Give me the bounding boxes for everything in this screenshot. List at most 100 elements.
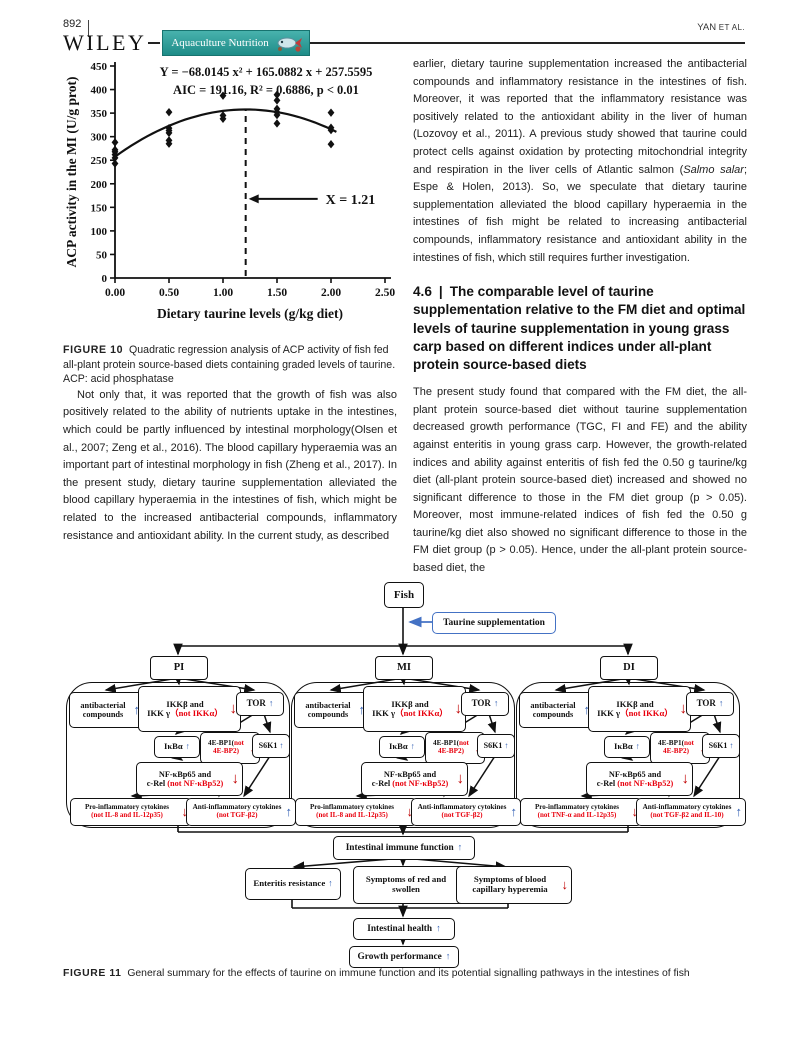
figure11-caption-text: General summary for the effects of tauri… xyxy=(127,968,690,979)
node-label: IKK γ（not IKKα） xyxy=(147,708,223,718)
section-number: 4.6 xyxy=(413,284,432,300)
up-arrow-icon: ↑ xyxy=(133,701,141,717)
svg-text:150: 150 xyxy=(91,202,108,214)
4ebp1-node: 4E-BP1(not 4E-BP2) ↓ xyxy=(650,732,710,764)
svg-text:0.00: 0.00 xyxy=(105,287,125,299)
node-label: compounds xyxy=(532,710,574,719)
branch-mi: MI antibacterial compounds ↑ IKKβ and IK… xyxy=(291,656,521,828)
up-arrow-icon: ↑ xyxy=(735,803,743,819)
svg-text:0.50: 0.50 xyxy=(159,287,179,299)
4ebp1-node: 4E-BP1(not 4E-BP2) ↓ xyxy=(425,732,485,764)
paragraph-text: earlier, dietary taurine supplementation… xyxy=(413,58,747,176)
node-label: 4E-BP1(not xyxy=(208,739,244,748)
node-label: 4E-BP1(not xyxy=(658,739,694,748)
right-column: earlier, dietary taurine supplementation… xyxy=(413,56,747,578)
node-label: 4E-BP2) xyxy=(438,747,464,755)
left-column: 0 50 100 150 200 250 300 350 400 450 0.00 0.50 1.00 1… xyxy=(63,56,397,578)
node-label: (not TGF-β2 and IL-10) xyxy=(650,811,724,819)
svg-text:250: 250 xyxy=(91,155,108,167)
node-label: IκBα xyxy=(614,741,633,752)
node-label: IKKβ and xyxy=(391,698,429,709)
section-separator: | xyxy=(438,284,443,300)
node-label: (not TGF-β2) xyxy=(216,811,258,819)
anti-inflammatory-cytokines-node: Anti-inflammatory cytokines (not TGF-β2)… xyxy=(186,798,296,826)
node-label: NF-κBp65 and xyxy=(608,769,662,779)
antibacterial-compounds-node: antibacterial compounds ↑ xyxy=(69,692,144,728)
right-paragraph-2: The present study found that compared wi… xyxy=(413,386,747,575)
up-arrow-icon: ↑ xyxy=(510,803,518,819)
antibacterial-compounds-node: antibacterial compounds ↑ xyxy=(519,692,594,728)
up-arrow-icon: ↑ xyxy=(358,701,366,717)
left-paragraph: Not only that, it was reported that the … xyxy=(63,388,397,542)
header-divider xyxy=(88,20,89,37)
up-arrow-icon: ↑ xyxy=(285,803,293,819)
node-label: Growth performance xyxy=(357,951,442,962)
node-label: IκBα xyxy=(389,741,408,752)
pro-inflammatory-cytokines-node: Pro-inflammatory cytokines (not TNF-α an… xyxy=(520,798,642,826)
figure10-caption: FIGURE 10 Quadratic regression analysis … xyxy=(63,343,397,387)
down-arrow-icon: ↓ xyxy=(229,700,238,717)
node-label: swollen xyxy=(392,884,420,894)
up-arrow-icon: ↑ xyxy=(185,741,190,752)
journal-banner: Aquaculture Nutrition xyxy=(162,30,310,56)
ikba-node: IκBα ↑ xyxy=(154,736,200,758)
intestinal-health-node: Intestinal health ↑ xyxy=(353,918,455,940)
paragraph-text: ; Espe & Holen, 2013). So, we speculate … xyxy=(413,163,747,264)
node-label: Intestinal immune function xyxy=(345,842,454,853)
branch-label: PI xyxy=(150,656,208,680)
node-label: IKK γ（not IKKα） xyxy=(372,708,448,718)
down-arrow-icon: ↓ xyxy=(679,700,688,717)
svg-text:400: 400 xyxy=(91,85,108,97)
svg-text:2.00: 2.00 xyxy=(321,287,341,299)
symptoms-blood-hyperemia-node: Symptoms of blood capillary hyperemia ↓ xyxy=(456,866,572,904)
branch-pi: PI antibacterial compounds ↑ IKKβ and IK… xyxy=(66,656,296,828)
node-label: S6K1 xyxy=(708,740,728,750)
node-label: (not TNF-α and IL-12p35) xyxy=(537,811,617,819)
svg-text:Y = −68.0145 x² + 165.0882 x +: Y = −68.0145 x² + 165.0882 x + 257.5595 xyxy=(160,65,373,79)
enteritis-resistance-node: Enteritis resistance ↑ xyxy=(245,868,341,900)
node-label: compounds xyxy=(307,710,349,719)
svg-text:ACP activity in the MI (U/g pr: ACP activity in the MI (U/g prot) xyxy=(64,77,79,268)
up-arrow-icon: ↑ xyxy=(729,740,734,750)
nfkb-node: NF-κBp65 and c-Rel (not NF-κBp52) ↓ xyxy=(586,762,693,796)
svg-text:50: 50 xyxy=(96,249,108,261)
up-arrow-icon: ↑ xyxy=(457,842,463,853)
down-arrow-icon: ↓ xyxy=(181,803,189,819)
svg-text:1.00: 1.00 xyxy=(213,287,233,299)
node-label: NF-κBp65 and xyxy=(158,769,212,779)
figure11-caption: FIGURE 11 General summary for the effect… xyxy=(63,968,747,979)
svg-text:100: 100 xyxy=(91,226,108,238)
node-label: S6K1 xyxy=(258,740,278,750)
header-rule-right xyxy=(309,42,745,44)
figure11-diagram: Fish Taurine supplementation PI antibact… xyxy=(0,578,800,970)
pro-inflammatory-cytokines-node: Pro-inflammatory cytokines (not IL-8 and… xyxy=(70,798,192,826)
node-label: IKKβ and xyxy=(166,698,204,709)
node-label: Pro-inflammatory cytokines xyxy=(534,803,620,812)
antibacterial-compounds-node: antibacterial compounds ↑ xyxy=(294,692,369,728)
ikba-node: IκBα ↑ xyxy=(379,736,425,758)
section-title: The comparable level of taurine suppleme… xyxy=(413,284,746,372)
nfkb-node: NF-κBp65 and c-Rel (not NF-κBp52) ↓ xyxy=(361,762,468,796)
node-label: TOR xyxy=(471,698,491,709)
up-arrow-icon: ↑ xyxy=(635,741,640,752)
running-head-author: YAN xyxy=(697,22,717,33)
svg-text:0: 0 xyxy=(102,273,108,285)
up-arrow-icon: ↑ xyxy=(583,701,591,717)
node-label: Symptoms of blood xyxy=(473,874,547,885)
svg-text:450: 450 xyxy=(91,61,108,73)
figure10-caption-text: Quadratic regression analysis of ACP act… xyxy=(63,344,396,386)
up-arrow-icon: ↑ xyxy=(436,923,441,934)
node-label: antibacterial xyxy=(80,700,126,710)
nfkb-node: NF-κBp65 and c-Rel (not NF-κBp52) ↓ xyxy=(136,762,243,796)
down-arrow-icon: ↓ xyxy=(406,803,414,819)
node-label: TOR xyxy=(696,698,716,709)
node-label: TOR xyxy=(246,698,266,709)
anti-inflammatory-cytokines-node: Anti-inflammatory cytokines (not TGF-β2 … xyxy=(636,798,746,826)
running-head-etal: ET AL. xyxy=(718,23,745,32)
node-label: 4E-BP1(not xyxy=(433,739,469,748)
node-label: IKKβ and xyxy=(616,698,654,709)
figure10-caption-label: FIGURE 10 xyxy=(63,344,124,356)
node-label: IκBα xyxy=(164,741,183,752)
svg-text:AIC = 191.16, R² = 0.6886, p <: AIC = 191.16, R² = 0.6886, p < 0.01 xyxy=(173,83,359,97)
